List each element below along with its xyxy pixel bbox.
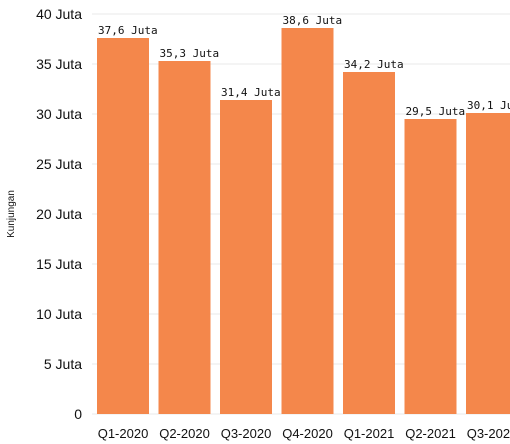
- y-tick-label: 5 Juta: [44, 356, 82, 372]
- y-tick-label: 25 Juta: [36, 156, 82, 172]
- y-tick-label: 20 Juta: [36, 206, 82, 222]
- data-label: 34,2 Juta: [344, 58, 404, 71]
- y-tick-label: 40 Juta: [36, 6, 82, 22]
- x-tick-label: Q1-2020: [98, 426, 149, 441]
- y-tick-label: 0: [74, 406, 82, 422]
- bar: [220, 100, 272, 414]
- y-tick-label: 15 Juta: [36, 256, 82, 272]
- bar: [343, 72, 395, 414]
- x-tick-label: Q2-2021: [405, 426, 456, 441]
- data-label: 35,3 Juta: [160, 47, 220, 60]
- bar: [466, 113, 510, 414]
- data-label: 38,6 Juta: [283, 14, 343, 27]
- bar: [281, 28, 334, 414]
- y-tick-label: 30 Juta: [36, 106, 82, 122]
- data-label: 31,4 Juta: [221, 86, 281, 99]
- bar: [404, 119, 457, 414]
- data-label: 37,6 Juta: [98, 24, 158, 37]
- bar: [97, 38, 149, 414]
- x-tick-label: Q3-2021: [467, 426, 510, 441]
- y-tick-label: 35 Juta: [36, 56, 82, 72]
- y-tick-label: 10 Juta: [36, 306, 82, 322]
- bars: [97, 28, 510, 414]
- x-tick-label: Q2-2020: [159, 426, 210, 441]
- x-tick-label: Q1-2021: [344, 426, 395, 441]
- y-axis-ticks: 0 5 Juta 10 Juta 15 Juta 20 Juta 25 Juta 30 Ju…: [36, 6, 82, 422]
- x-axis-ticks: Q1-2020 Q2-2020 Q3-2020 Q4-2020 Q1-2021 Q2-20…: [98, 426, 510, 441]
- data-label: 29,5 Juta: [406, 105, 466, 118]
- bar: [158, 61, 211, 414]
- y-axis-label: Kunjungan: [6, 190, 17, 238]
- x-tick-label: Q4-2020: [282, 426, 333, 441]
- x-tick-label: Q3-2020: [221, 426, 272, 441]
- data-label: 30,1 Juta: [467, 99, 510, 112]
